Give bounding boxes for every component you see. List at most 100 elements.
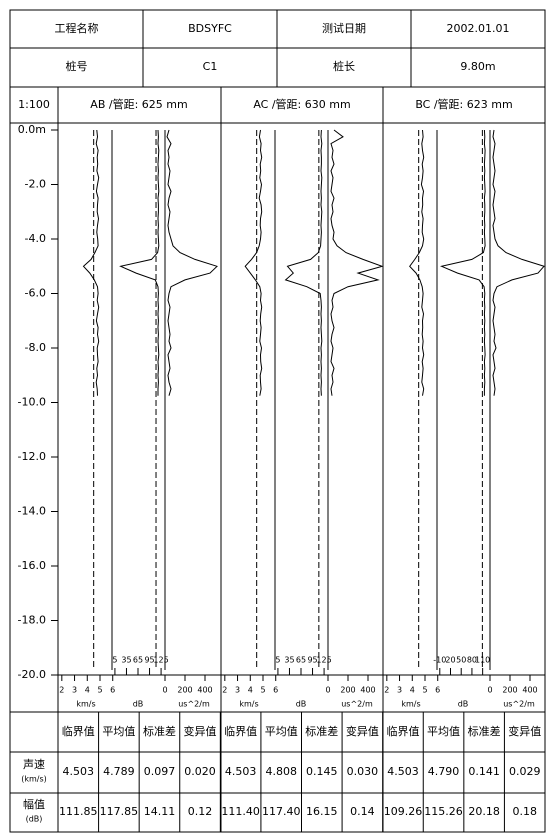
table-header: 临界值 xyxy=(62,724,95,738)
y-tick-label: -2.0 xyxy=(25,178,46,191)
table-cell: 4.808 xyxy=(265,765,297,778)
x-tick-label: 95 xyxy=(307,656,317,665)
table-cell: 0.145 xyxy=(306,765,338,778)
x-tick-label: 2 xyxy=(384,686,389,695)
x-tick-label: 6 xyxy=(110,686,115,695)
axis-unit: dB xyxy=(458,700,469,709)
x-tick-label: 65 xyxy=(133,656,143,665)
x-tick-label: 4 xyxy=(248,686,253,695)
x-tick-label: 0 xyxy=(162,686,167,695)
header-cell: C1 xyxy=(203,60,218,73)
axis-unit: dB xyxy=(296,700,307,709)
chart-title: AB /管距: 625 mm xyxy=(90,97,187,111)
y-tick-label: -20.0 xyxy=(18,668,46,681)
table-cell: 0.14 xyxy=(350,805,375,818)
x-tick-label: 0 xyxy=(325,686,330,695)
x-tick-label: 50 xyxy=(456,656,466,665)
chart-title: BC /管距: 623 mm xyxy=(415,97,512,111)
axis-unit: km/s xyxy=(76,700,95,709)
x-tick-label: 110 xyxy=(475,656,490,665)
curve xyxy=(119,129,160,396)
table-cell: 117.85 xyxy=(100,805,139,818)
x-tick-label: 200 xyxy=(502,686,517,695)
header-cell: 桩号 xyxy=(66,59,88,73)
curve xyxy=(166,129,218,396)
x-tick-label: 125 xyxy=(153,656,168,665)
table-cell: 0.097 xyxy=(144,765,176,778)
x-tick-label: 35 xyxy=(284,656,294,665)
header-cell: 测试日期 xyxy=(322,22,366,35)
table-cell: 0.030 xyxy=(347,765,379,778)
table-cell: 14.11 xyxy=(144,805,176,818)
table-header: 变异值 xyxy=(184,724,217,738)
table-header: 平均值 xyxy=(102,725,135,738)
curve xyxy=(284,129,323,396)
curve xyxy=(492,129,545,396)
table-cell: 115.26 xyxy=(424,805,463,818)
axis-unit: km/s xyxy=(239,700,258,709)
y-tick-label: -6.0 xyxy=(25,287,46,300)
x-tick-label: 35 xyxy=(121,656,131,665)
y-tick-label: -8.0 xyxy=(25,341,46,354)
table-cell: 4.503 xyxy=(225,765,257,778)
x-tick-label: -10 xyxy=(433,656,446,665)
table-cell: 111.85 xyxy=(59,805,98,818)
x-tick-label: 200 xyxy=(340,686,355,695)
table-header: 标准差 xyxy=(305,724,338,738)
x-tick-label: 20 xyxy=(445,656,455,665)
row-unit: (km/s) xyxy=(21,775,47,784)
y-tick-label: -18.0 xyxy=(18,614,46,627)
table-cell: 4.503 xyxy=(387,765,419,778)
y-tick-label: -10.0 xyxy=(18,396,46,409)
x-tick-label: 4 xyxy=(85,686,90,695)
x-tick-label: 2 xyxy=(222,686,227,695)
header-cell: BDSYFC xyxy=(188,22,232,35)
axis-unit: us^2/m xyxy=(178,700,210,709)
table-header: 临界值 xyxy=(224,724,257,738)
x-tick-label: 2 xyxy=(59,686,64,695)
table-cell: 20.18 xyxy=(468,805,500,818)
row-label: 声速 xyxy=(23,757,45,771)
x-tick-label: 6 xyxy=(273,686,278,695)
table-header: 平均值 xyxy=(427,725,460,738)
table-cell: 0.18 xyxy=(512,805,537,818)
curve xyxy=(409,129,425,396)
header-cell: 工程名称 xyxy=(55,21,99,35)
curve xyxy=(439,129,486,396)
x-tick-label: 0 xyxy=(487,686,492,695)
table-header: 标准差 xyxy=(143,724,176,738)
x-tick-label: 200 xyxy=(177,686,192,695)
axis-unit: km/s xyxy=(401,700,420,709)
y-tick-label: -4.0 xyxy=(25,232,46,245)
x-tick-label: 400 xyxy=(360,686,375,695)
x-tick-label: 95 xyxy=(144,656,154,665)
y-tick-label: 0.0m xyxy=(18,123,46,136)
x-tick-label: 400 xyxy=(522,686,537,695)
table-header: 标准差 xyxy=(468,724,501,738)
table-cell: 4.789 xyxy=(103,765,135,778)
x-tick-label: 3 xyxy=(72,686,77,695)
curve xyxy=(330,129,384,396)
x-tick-label: 4 xyxy=(410,686,415,695)
table-cell: 0.029 xyxy=(509,765,541,778)
curve xyxy=(82,129,100,396)
x-tick-label: 3 xyxy=(397,686,402,695)
table-cell: 4.503 xyxy=(63,765,95,778)
x-tick-label: 5 xyxy=(97,686,102,695)
table-cell: 117.40 xyxy=(262,805,301,818)
x-tick-label: 400 xyxy=(197,686,212,695)
axis-unit: dB xyxy=(133,700,144,709)
scale: 1:100 xyxy=(18,98,50,111)
table-header: 变异值 xyxy=(346,724,379,738)
header-cell: 9.80m xyxy=(460,60,495,73)
table-cell: 16.15 xyxy=(306,805,338,818)
x-tick-label: 80 xyxy=(467,656,477,665)
y-tick-label: -16.0 xyxy=(18,559,46,572)
table-cell: 4.790 xyxy=(428,765,460,778)
chart-title: AC /管距: 630 mm xyxy=(253,97,350,111)
x-tick-label: 5 xyxy=(275,656,280,665)
table-cell: 0.141 xyxy=(468,765,500,778)
x-tick-label: 65 xyxy=(296,656,306,665)
axis-unit: us^2/m xyxy=(503,700,535,709)
